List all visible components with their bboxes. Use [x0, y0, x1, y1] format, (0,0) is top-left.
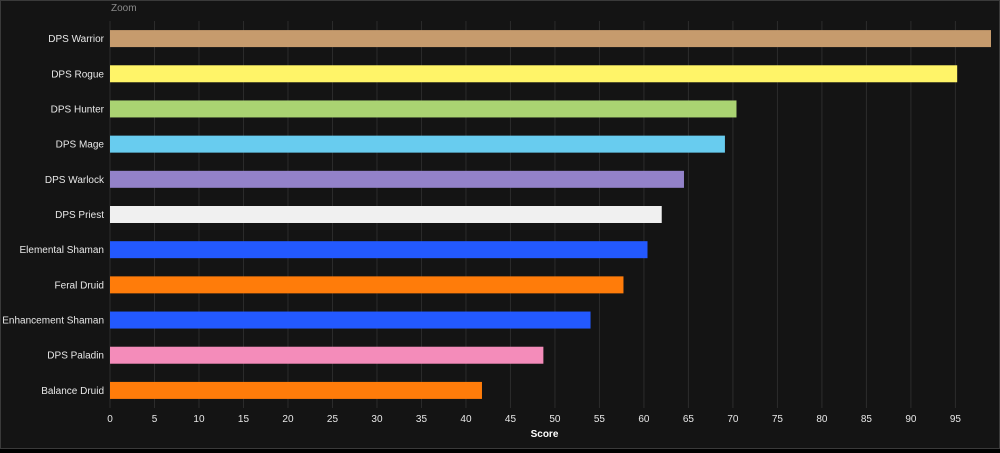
- bar-feral-druid[interactable]: [110, 276, 624, 294]
- bar-enhancement-shaman[interactable]: [110, 311, 591, 329]
- x-tick-label: 35: [416, 414, 428, 425]
- x-tick-label: 95: [950, 414, 962, 425]
- x-tick-label: 5: [152, 414, 158, 425]
- category-label: Feral Druid: [55, 280, 104, 291]
- category-label: Elemental Shaman: [20, 245, 105, 256]
- x-tick-label: 90: [905, 414, 917, 425]
- x-tick-label: 60: [638, 414, 650, 425]
- bar-dps-warlock[interactable]: [110, 170, 684, 188]
- bar-dps-hunter[interactable]: [110, 100, 737, 118]
- category-label: DPS Paladin: [47, 351, 104, 362]
- x-tick-label: 75: [772, 414, 784, 425]
- x-tick-label: 85: [861, 414, 873, 425]
- x-tick-label: 20: [282, 414, 294, 425]
- bar-dps-rogue[interactable]: [110, 65, 958, 83]
- bar-dps-priest[interactable]: [110, 206, 662, 223]
- x-tick-label: 80: [816, 414, 828, 425]
- x-tick-labels: 0 5 10 15 20 25 30 35 40 45 50 55 60 65 70 75 80 85 90 95: [107, 414, 961, 425]
- x-tick-label: 10: [193, 414, 205, 425]
- category-label: DPS Hunter: [51, 104, 105, 115]
- x-tick-label: 25: [327, 414, 339, 425]
- bar-balance-druid[interactable]: [110, 381, 482, 399]
- x-tick-label: 55: [594, 414, 606, 425]
- category-label: Balance Druid: [41, 386, 104, 397]
- x-axis-title: Score: [531, 429, 559, 440]
- category-label: DPS Warrior: [48, 34, 104, 45]
- bar-elemental-shaman[interactable]: [110, 241, 648, 259]
- x-tick-label: 40: [460, 414, 472, 425]
- bar-dps-warrior[interactable]: [110, 30, 991, 48]
- bar-dps-paladin[interactable]: [110, 346, 544, 364]
- category-label: Enhancement Shaman: [2, 316, 104, 327]
- x-tick-label: 65: [683, 414, 695, 425]
- bars-group: [110, 30, 991, 399]
- category-label: DPS Rogue: [51, 69, 104, 80]
- x-tick-label: 15: [238, 414, 250, 425]
- category-label: DPS Mage: [56, 140, 105, 151]
- category-label: DPS Priest: [55, 210, 104, 221]
- category-label: DPS Warlock: [45, 175, 105, 186]
- x-tick-label: 70: [727, 414, 739, 425]
- category-labels: DPS Warrior DPS Rogue DPS Hunter DPS Mage DP…: [2, 34, 105, 397]
- zoom-label[interactable]: Zoom: [111, 3, 137, 14]
- x-tick-label: 30: [371, 414, 383, 425]
- bar-dps-mage[interactable]: [110, 135, 725, 153]
- x-tick-label: 0: [107, 414, 113, 425]
- x-tick-label: 45: [505, 414, 517, 425]
- x-tick-label: 50: [549, 414, 561, 425]
